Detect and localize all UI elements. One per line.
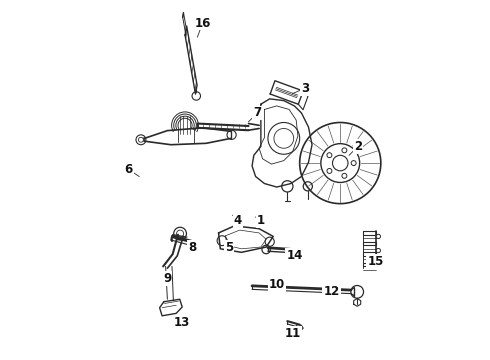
Text: 1: 1 xyxy=(257,214,265,227)
Text: 7: 7 xyxy=(253,107,261,120)
Text: 5: 5 xyxy=(225,240,233,253)
Circle shape xyxy=(327,168,332,174)
Text: 12: 12 xyxy=(323,285,340,298)
Circle shape xyxy=(351,161,356,166)
Text: 10: 10 xyxy=(269,278,285,291)
Circle shape xyxy=(376,234,380,239)
Text: 15: 15 xyxy=(368,255,384,267)
Text: 2: 2 xyxy=(354,140,362,153)
Circle shape xyxy=(342,174,347,178)
Text: 11: 11 xyxy=(285,327,301,340)
Text: 4: 4 xyxy=(234,214,242,227)
Text: 14: 14 xyxy=(286,249,303,262)
Text: 9: 9 xyxy=(163,272,172,285)
Circle shape xyxy=(333,155,348,171)
Text: 3: 3 xyxy=(301,82,309,95)
Circle shape xyxy=(376,262,380,267)
Circle shape xyxy=(342,148,347,153)
Text: 16: 16 xyxy=(195,17,211,30)
Text: 6: 6 xyxy=(124,163,133,176)
Circle shape xyxy=(376,248,380,253)
Circle shape xyxy=(327,153,332,158)
Circle shape xyxy=(139,137,144,142)
Text: 13: 13 xyxy=(173,316,190,329)
Text: 8: 8 xyxy=(188,240,196,253)
Circle shape xyxy=(321,144,360,183)
